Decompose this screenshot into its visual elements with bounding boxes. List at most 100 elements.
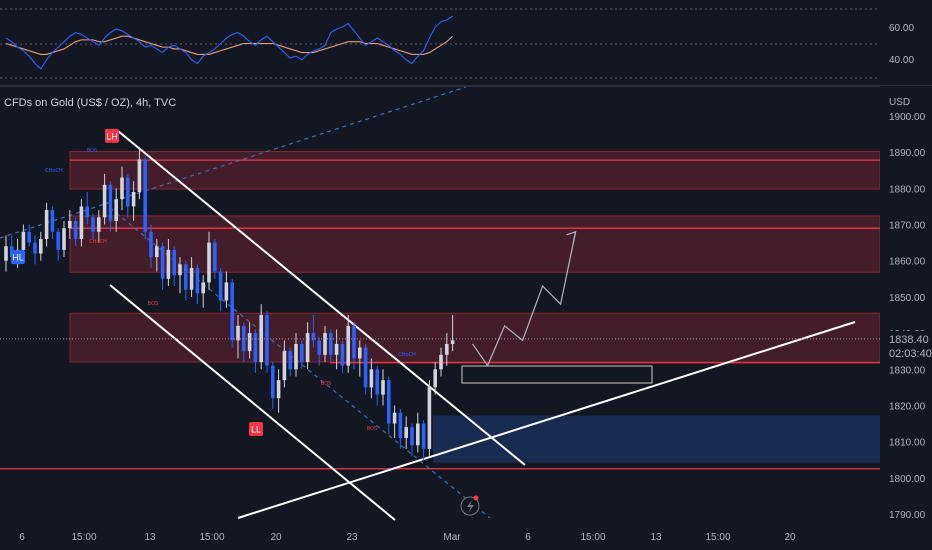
candle-body [91,217,95,232]
candle-body [184,264,188,290]
candle-body [189,267,194,290]
candle-body [334,343,339,355]
projected-path-arrowhead [566,230,577,241]
candle-body [265,315,269,366]
projected-path[interactable] [472,230,577,367]
candle-body [39,239,43,254]
candle-body [21,231,26,250]
price-tick-label: 1900.00 [889,112,926,123]
candle-body [131,191,136,207]
price-tick-label: 1890.00 [889,148,926,159]
structure-label: BOS [367,426,377,432]
time-tick-label: Mar [443,532,461,543]
last-price-tag: 1838.40 02:03:40 [881,330,932,361]
supply-zone [69,312,881,363]
price-tick-label: 1810.00 [889,438,926,449]
time-tick-label: 15:00 [705,532,730,543]
candle-body [282,351,287,381]
candle-body [44,210,49,240]
candle-body [398,412,403,439]
candlestick-series[interactable] [4,148,455,460]
candle-body [329,333,333,355]
candle-body [421,423,426,449]
projected-path-line [472,231,577,367]
candle-body [236,325,240,341]
candle-body [433,369,437,388]
descending-channel-upper-line[interactable] [117,130,526,466]
structure-label: CHoCH [89,239,107,245]
candle-body [288,351,292,370]
candle-body [160,246,165,279]
price-axis[interactable] [880,86,932,550]
candle-body [358,347,362,359]
time-tick-label: 6 [19,532,25,543]
price-tick-label: 1880.00 [889,184,926,195]
oscillator-pane[interactable]: 60.00 40.00 [0,8,914,79]
candle-body [68,220,72,229]
structure-label: CHoCH [45,168,63,174]
candle-body [27,231,31,243]
candle-body [375,369,379,395]
candle-body [120,177,124,200]
candle-body [439,354,443,370]
chart-title: CFDs on Gold (US$ / OZ), 4h, TVC [4,97,176,109]
candle-body [247,333,252,352]
candle-body [352,325,356,359]
last-price-value: 1838.40 [889,334,929,346]
candle-body [195,267,200,294]
candle-body [276,380,281,399]
structure-label: BOS [87,148,97,154]
structure-labels: BOS CHoCH CHoCH BOS BOS BOS CHoCH [45,148,416,432]
price-tick-label: 1790.00 [889,510,926,521]
candle-body [340,343,345,366]
candle-body [311,333,316,341]
candle-body [33,242,37,254]
candle-body [410,427,414,446]
candle-body [392,412,397,424]
candle-body [50,210,55,232]
candle-body [126,177,130,207]
marker-badge [11,250,25,265]
alert-icon[interactable] [460,495,480,516]
structure-label: BOS [321,381,331,387]
ascending-trendline[interactable] [237,321,856,519]
candle-body [224,282,229,301]
target-box[interactable] [461,365,653,384]
currency-label: USD [889,97,910,108]
candle-body [404,427,408,439]
structure-label: CHoCH [398,352,416,358]
time-tick-label: 13 [144,532,156,543]
dashed-trendline[interactable] [0,86,467,239]
marker-label: HL [12,253,24,263]
candle-body [416,423,420,446]
time-tick-label: 23 [346,532,358,543]
candle-body [4,246,8,261]
candle-body [114,199,118,221]
candle-body [201,282,205,294]
marker-label: LH [106,131,118,141]
price-tick-label: 1820.00 [889,401,926,412]
candle-body [381,380,385,395]
time-tick-label: 13 [650,532,662,543]
candle-body [143,159,147,232]
price-tick-label: 1830.00 [889,365,926,376]
time-axis-ticks: 6 15:00 13 15:00 20 23 Mar 6 15:00 13 15:00 20 [19,532,796,543]
structure-label: BOS [148,301,158,307]
candle-body [166,249,171,279]
candle-body [85,206,89,218]
oscillator-slow-line [5,35,453,55]
candle-body [62,228,66,250]
candle-body [97,217,101,232]
candle-body [172,249,176,276]
oscillator-tick-label: 40.00 [889,55,914,66]
candle-body [108,184,113,221]
time-tick-label: 15:00 [580,532,605,543]
candle-body [363,347,368,388]
candle-body [323,333,327,355]
candle-body [155,246,159,258]
time-tick-label: 20 [270,532,282,543]
descending-channel-lower-line[interactable] [109,284,396,521]
candle-body [149,231,153,258]
candle-body [207,242,211,283]
